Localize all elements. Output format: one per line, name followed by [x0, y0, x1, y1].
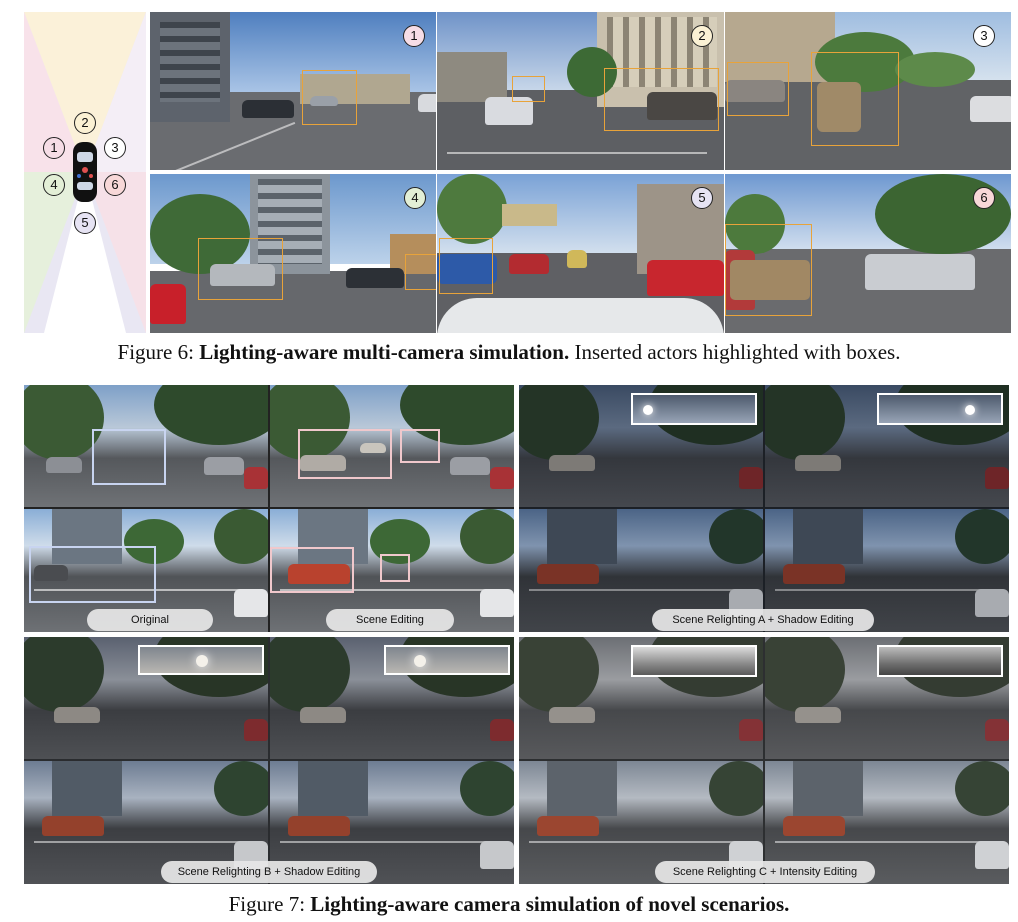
- group-relight-a: Scene Relighting A + Shadow Editing: [519, 385, 1009, 632]
- envmap-a: [877, 393, 1003, 425]
- envmap-b: [384, 645, 510, 675]
- figure-6-caption: Figure 6: Lighting-aware multi-camera si…: [0, 340, 1018, 365]
- rig-badge-6: 6: [104, 174, 126, 196]
- rig-badge-3: 3: [104, 137, 126, 159]
- envmap-b: [138, 645, 264, 675]
- label-relight-a: Scene Relighting A + Shadow Editing: [652, 609, 874, 631]
- figure-7-caption-title: Lighting-aware camera simulation of nove…: [310, 892, 790, 916]
- edited-box: [400, 429, 440, 463]
- camera-rig-diagram: 2 1 3 4 6 5: [24, 12, 146, 333]
- figure-6-caption-prefix: Figure 6:: [117, 340, 200, 364]
- envmap-c: [877, 645, 1003, 677]
- label-relight-c: Scene Relighting C + Intensity Editing: [655, 861, 875, 883]
- rig-badge-4: 4: [43, 174, 65, 196]
- camera-badge-6: 6: [973, 187, 995, 209]
- label-scene-editing: Scene Editing: [326, 609, 454, 631]
- inserted-actor-box: [725, 224, 812, 316]
- camera-view-3: 3: [725, 12, 1011, 170]
- camera-badge-3: 3: [973, 25, 995, 47]
- envmap-a: [631, 393, 757, 425]
- camera-view-5: 5: [437, 174, 724, 333]
- label-relight-b: Scene Relighting B + Shadow Editing: [161, 861, 377, 883]
- inserted-actor-box: [727, 62, 789, 116]
- inserted-actor-box: [439, 238, 493, 294]
- inserted-actor-box: [405, 254, 436, 290]
- inserted-actor-box: [198, 238, 283, 300]
- figure-7-caption-prefix: Figure 7:: [228, 892, 311, 916]
- camera-badge-4: 4: [404, 187, 426, 209]
- car-top-icon: [73, 142, 97, 202]
- original-box: [92, 429, 166, 485]
- inserted-actor-box: [512, 76, 545, 102]
- label-original: Original: [87, 609, 213, 631]
- inserted-actor-box: [811, 52, 899, 146]
- figure-6: 2 1 3 4 6 5 1 2: [0, 0, 1018, 370]
- figure-7-caption: Figure 7: Lighting-aware camera simulati…: [0, 892, 1018, 917]
- camera-badge-1: 1: [403, 25, 425, 47]
- camera-badge-2: 2: [691, 25, 713, 47]
- camera-view-4: 4: [150, 174, 436, 333]
- camera-view-6: 6: [725, 174, 1011, 333]
- figure-7: Original Scene Editing: [0, 383, 1018, 922]
- inserted-actor-box: [302, 70, 357, 125]
- edited-box: [270, 547, 354, 593]
- rig-badge-5: 5: [74, 212, 96, 234]
- camera-badge-5: 5: [691, 187, 713, 209]
- group-relight-b: Scene Relighting B + Shadow Editing: [24, 637, 514, 884]
- camera-view-1: 1: [150, 12, 436, 170]
- group-relight-c: Scene Relighting C + Intensity Editing: [519, 637, 1009, 884]
- original-box: [29, 546, 156, 603]
- camera-view-2: 2: [437, 12, 724, 170]
- rig-badge-1: 1: [43, 137, 65, 159]
- figure-6-caption-rest: Inserted actors highlighted with boxes.: [569, 340, 901, 364]
- camera-fov-wedges: [24, 12, 146, 333]
- group-original-editing: Original Scene Editing: [24, 385, 514, 632]
- rig-badge-2: 2: [74, 112, 96, 134]
- envmap-c: [631, 645, 757, 677]
- figure-6-caption-title: Lighting-aware multi-camera simulation.: [199, 340, 570, 364]
- edited-box: [298, 429, 392, 479]
- inserted-actor-box: [604, 68, 719, 131]
- edited-box: [380, 554, 410, 582]
